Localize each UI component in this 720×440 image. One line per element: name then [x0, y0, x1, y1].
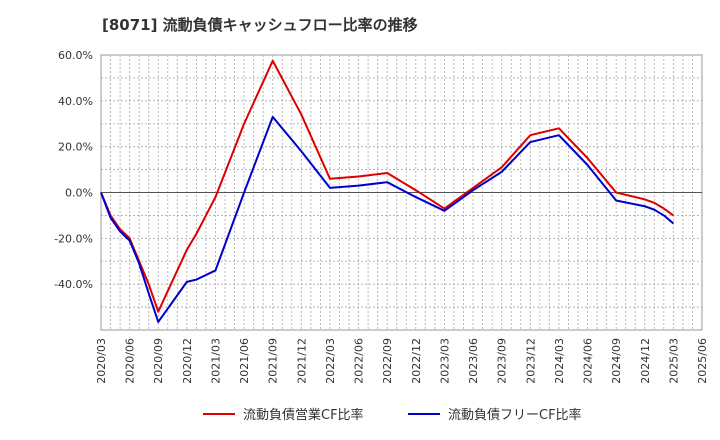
series-line-2 [100, 115, 675, 323]
legend-label-2: 流動負債フリーCF比率 [448, 407, 582, 423]
x-tick-label: 2022/12 [410, 338, 423, 384]
x-tick-label: 2020/09 [152, 338, 165, 384]
legend-label-1: 流動負債営業CF比率 [243, 407, 364, 423]
x-tick-label: 2024/06 [582, 338, 595, 384]
x-tick-label: 2023/03 [438, 338, 451, 384]
x-tick-label: 2021/06 [238, 338, 251, 384]
y-tick-label: 20.0% [58, 141, 93, 154]
x-tick-label: 2025/03 [667, 338, 680, 384]
x-tick-label: 2021/09 [267, 338, 280, 384]
x-tick-label: 2024/09 [610, 338, 623, 384]
x-tick-label: 2020/03 [95, 338, 108, 384]
y-tick-label: -40.0% [54, 278, 93, 291]
x-tick-label: 2021/12 [295, 338, 308, 384]
x-tick-label: 2024/03 [553, 338, 566, 384]
x-tick-label: 2023/06 [467, 338, 480, 384]
y-tick-label: 40.0% [58, 95, 93, 108]
grid-layer [100, 54, 703, 331]
y-tick-label: 60.0% [58, 49, 93, 62]
y-tick-label: 0.0% [65, 187, 93, 200]
series-layer [100, 59, 675, 323]
x-tick-label: 2020/12 [181, 338, 194, 384]
chart-title: [8071] 流動負債キャッシュフロー比率の推移 [102, 16, 418, 34]
x-tick-label: 2024/12 [639, 338, 652, 384]
legend-layer: 流動負債営業CF比率 流動負債フリーCF比率 [203, 407, 582, 423]
x-tick-label: 2021/03 [209, 338, 222, 384]
series-line-1 [100, 59, 674, 313]
x-tick-label: 2020/06 [124, 338, 137, 384]
x-tick-label: 2023/12 [524, 338, 537, 384]
y-tick-label: -20.0% [54, 232, 93, 245]
x-tick-label: 2022/06 [353, 338, 366, 384]
x-tick-label: 2023/09 [496, 338, 509, 384]
x-tick-label: 2025/06 [696, 338, 709, 384]
x-tick-label: 2022/09 [381, 338, 394, 384]
axis-layer: 60.0% 40.0% 20.0% 0.0% -20.0% -40.0% 2020/03 20… [54, 49, 709, 384]
x-tick-label: 2022/03 [324, 338, 337, 384]
